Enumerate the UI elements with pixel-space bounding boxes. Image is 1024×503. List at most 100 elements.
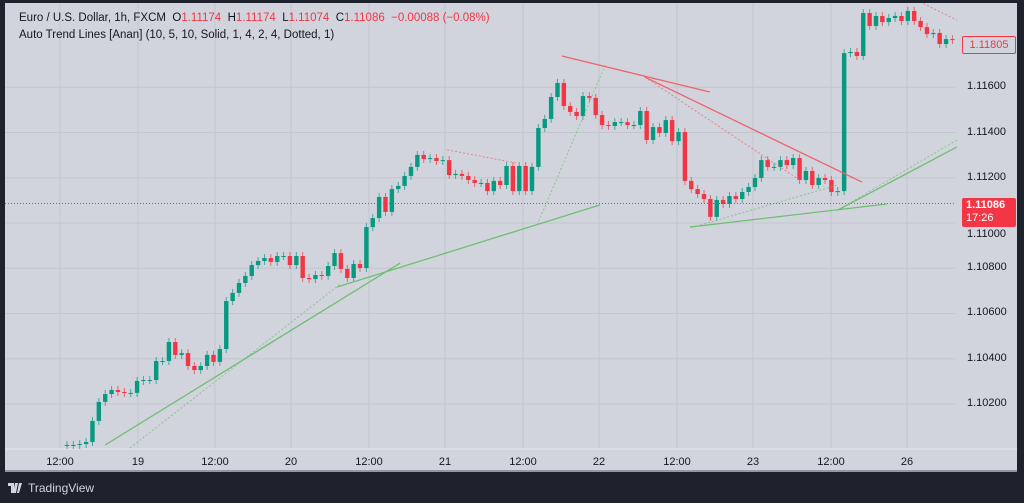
candle-body — [396, 185, 401, 190]
time-tick-label: 12:00 — [46, 456, 74, 468]
candle-body — [886, 18, 891, 23]
candle-body — [720, 199, 726, 204]
candle-body — [415, 154, 420, 167]
candle-body — [504, 165, 509, 185]
time-tick-label: 20 — [284, 456, 298, 468]
candle-body — [740, 192, 745, 200]
tradingview-logo[interactable]: TradingView — [8, 481, 94, 495]
candle-body — [300, 256, 305, 278]
candle-body — [931, 32, 936, 35]
candle-body — [733, 196, 739, 200]
candle-body — [255, 261, 261, 266]
bar-countdown: 17:26 — [966, 212, 994, 224]
candle-body — [497, 180, 503, 185]
candle-body — [128, 392, 133, 394]
indicator-price-label: 1.11805 — [962, 36, 1016, 54]
price-tick-label: 1.11000 — [967, 228, 1006, 240]
last-price-label: 1.11086 17:26 — [962, 198, 1016, 227]
candle-body — [364, 227, 369, 269]
price-tick-label: 1.10600 — [967, 306, 1007, 319]
candle-body — [313, 275, 318, 280]
low-value: 1.11074 — [288, 12, 330, 24]
candle-body — [319, 275, 324, 277]
candle-body — [249, 265, 254, 276]
time-tick-label: 12:00 — [817, 456, 845, 468]
candle-body — [593, 97, 598, 116]
open-value: 1.11174 — [181, 12, 222, 24]
candle-body — [797, 158, 802, 181]
tradingview-logo-icon — [8, 483, 22, 493]
candle-body — [90, 420, 95, 443]
candle-body — [77, 444, 82, 446]
brand-name: TradingView — [28, 481, 95, 495]
candle-body — [217, 349, 223, 362]
candle-body — [899, 15, 904, 21]
candle-body — [160, 361, 165, 363]
candle-body — [147, 380, 153, 382]
candle-body — [765, 160, 770, 167]
indicator-legend[interactable]: Auto Trend Lines [Anan] (10, 5, 10, Soli… — [19, 29, 335, 41]
candle-body — [810, 170, 815, 185]
trend-line-up-solid — [336, 204, 601, 288]
candle-body — [491, 180, 496, 192]
candle-body — [230, 292, 235, 302]
last-price-value: 1.11086 — [966, 199, 1006, 211]
candle-body — [752, 177, 758, 188]
candle-body — [192, 365, 197, 371]
candle-body — [485, 182, 490, 192]
candle-body — [695, 189, 700, 195]
trend-line-down-solid — [644, 76, 863, 183]
candle-body — [357, 263, 363, 269]
candle-body — [937, 32, 942, 45]
candle-body — [466, 175, 471, 181]
candle-body — [542, 118, 547, 128]
candle-body — [701, 194, 707, 200]
candle-body — [644, 111, 649, 140]
candle-body — [440, 160, 446, 162]
price-tick-label: 1.10200 — [967, 396, 1007, 409]
candlestick-chart[interactable] — [5, 3, 1017, 470]
candle-body — [790, 158, 796, 166]
candle-body — [236, 282, 242, 293]
trend-line-up-solid — [689, 203, 887, 228]
candle-body — [478, 182, 484, 184]
time-tick-label: 12:00 — [355, 456, 383, 468]
trend-line-up-dotted — [837, 139, 958, 211]
candle-body — [892, 15, 898, 19]
price-tick-label: 1.11200 — [967, 170, 1006, 183]
candle-body — [599, 115, 605, 126]
trend-line-down-dotted — [644, 76, 800, 181]
candle-body — [64, 444, 70, 446]
candle-body — [841, 53, 847, 192]
candle-body — [950, 39, 955, 41]
candle-body — [912, 11, 917, 21]
candle-body — [338, 253, 344, 269]
candle-body — [122, 392, 127, 394]
candle-body — [714, 199, 719, 217]
candle-body — [268, 258, 274, 262]
candle-body — [179, 353, 184, 355]
chart-panel[interactable]: Euro / U.S. Dollar, 1h, FXCM O1.11174 H1… — [5, 3, 1017, 472]
candle-body — [848, 51, 853, 54]
candle-body — [606, 125, 611, 127]
candle-body — [71, 444, 76, 446]
trend-line-up-dotted — [129, 283, 341, 449]
candle-body — [873, 15, 879, 26]
candle-body — [408, 166, 414, 176]
candle-body — [275, 256, 280, 262]
candle-body — [153, 361, 159, 381]
candle-body — [561, 82, 567, 107]
time-tick-label: 21 — [438, 456, 452, 468]
candle-body — [103, 394, 108, 402]
candle-body — [676, 132, 681, 142]
symbol-title: Euro / U.S. Dollar, 1h, FXCM — [19, 12, 166, 24]
candle-body — [325, 265, 331, 276]
candle-body — [453, 173, 458, 176]
candle-body — [548, 96, 554, 119]
candle-body — [829, 180, 834, 193]
candle-body — [332, 253, 337, 266]
candle-body — [784, 160, 790, 166]
low-label: L — [282, 12, 289, 24]
candle-body — [631, 125, 637, 127]
symbol-legend: Euro / U.S. Dollar, 1h, FXCM O1.11174 H1… — [19, 12, 490, 24]
